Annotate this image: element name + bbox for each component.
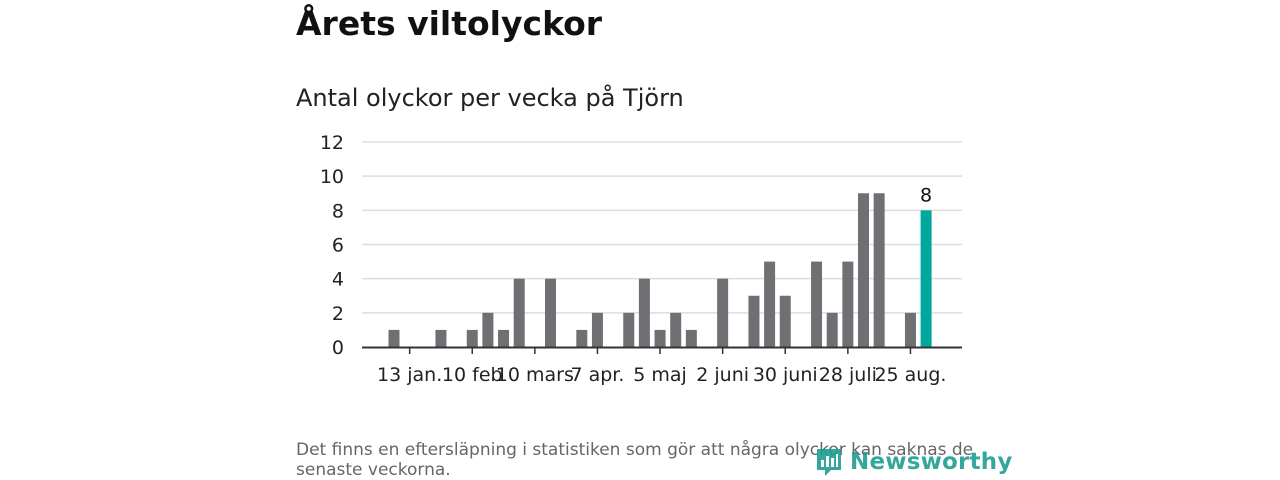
bar[interactable] xyxy=(623,312,635,347)
y-axis-ticks: 0 2 4 6 8 10 12 xyxy=(320,132,344,359)
bar[interactable] xyxy=(779,295,791,347)
x-tick-label: 30 juni xyxy=(753,364,818,386)
y-tick-label: 8 xyxy=(332,200,344,222)
highlight-value-label: 8 xyxy=(920,184,932,206)
bar[interactable] xyxy=(904,312,916,347)
bar[interactable] xyxy=(685,329,697,347)
bar[interactable] xyxy=(842,261,854,347)
x-tick-label: 13 jan. xyxy=(377,364,442,386)
bar[interactable] xyxy=(748,295,760,347)
data-labels: 8 xyxy=(920,184,932,206)
bar[interactable] xyxy=(576,329,588,347)
bar[interactable] xyxy=(873,193,885,347)
x-tick-label: 25 aug. xyxy=(874,364,946,386)
footnote: Det finns en eftersläpning i statistiken… xyxy=(296,440,974,480)
highlight-bar[interactable] xyxy=(920,210,932,347)
bar[interactable] xyxy=(764,261,776,347)
bar[interactable] xyxy=(826,312,838,347)
x-tick-label: 2 juni xyxy=(696,364,749,386)
bar[interactable] xyxy=(482,312,494,347)
bar[interactable] xyxy=(435,329,447,347)
x-tick-label: 5 maj xyxy=(633,364,687,386)
y-tick-label: 12 xyxy=(320,132,344,154)
x-tick-label: 7 apr. xyxy=(570,364,624,386)
y-tick-label: 4 xyxy=(332,269,344,291)
bar[interactable] xyxy=(466,329,478,347)
bar[interactable] xyxy=(858,193,869,347)
bar[interactable] xyxy=(513,278,525,347)
bar[interactable] xyxy=(591,312,603,347)
chart-subtitle: Antal olyckor per vecka på Tjörn xyxy=(296,84,684,112)
bar[interactable] xyxy=(670,312,682,347)
bar[interactable] xyxy=(654,329,666,347)
x-tick-label: 10 feb xyxy=(442,364,503,386)
gridlines xyxy=(362,141,962,314)
y-tick-label: 10 xyxy=(320,166,344,188)
bar[interactable] xyxy=(388,329,400,347)
y-tick-label: 2 xyxy=(332,303,344,325)
bar[interactable] xyxy=(811,261,823,347)
y-tick-label: 6 xyxy=(332,235,344,257)
bar[interactable] xyxy=(717,278,729,347)
bar[interactable] xyxy=(638,278,650,347)
newsworthy-logo-icon xyxy=(817,449,841,476)
x-tick-label: 28 juli xyxy=(819,364,877,386)
bar[interactable] xyxy=(498,329,510,347)
newsworthy-logo[interactable]: Newsworthy xyxy=(814,446,1013,478)
x-tick-label: 10 mars xyxy=(496,364,574,386)
y-tick-label: 0 xyxy=(332,337,344,359)
bars xyxy=(388,193,932,347)
newsworthy-logo-text: Newsworthy xyxy=(850,449,1013,475)
chart-title: Årets viltolyckor xyxy=(296,4,603,43)
bar[interactable] xyxy=(545,278,556,347)
